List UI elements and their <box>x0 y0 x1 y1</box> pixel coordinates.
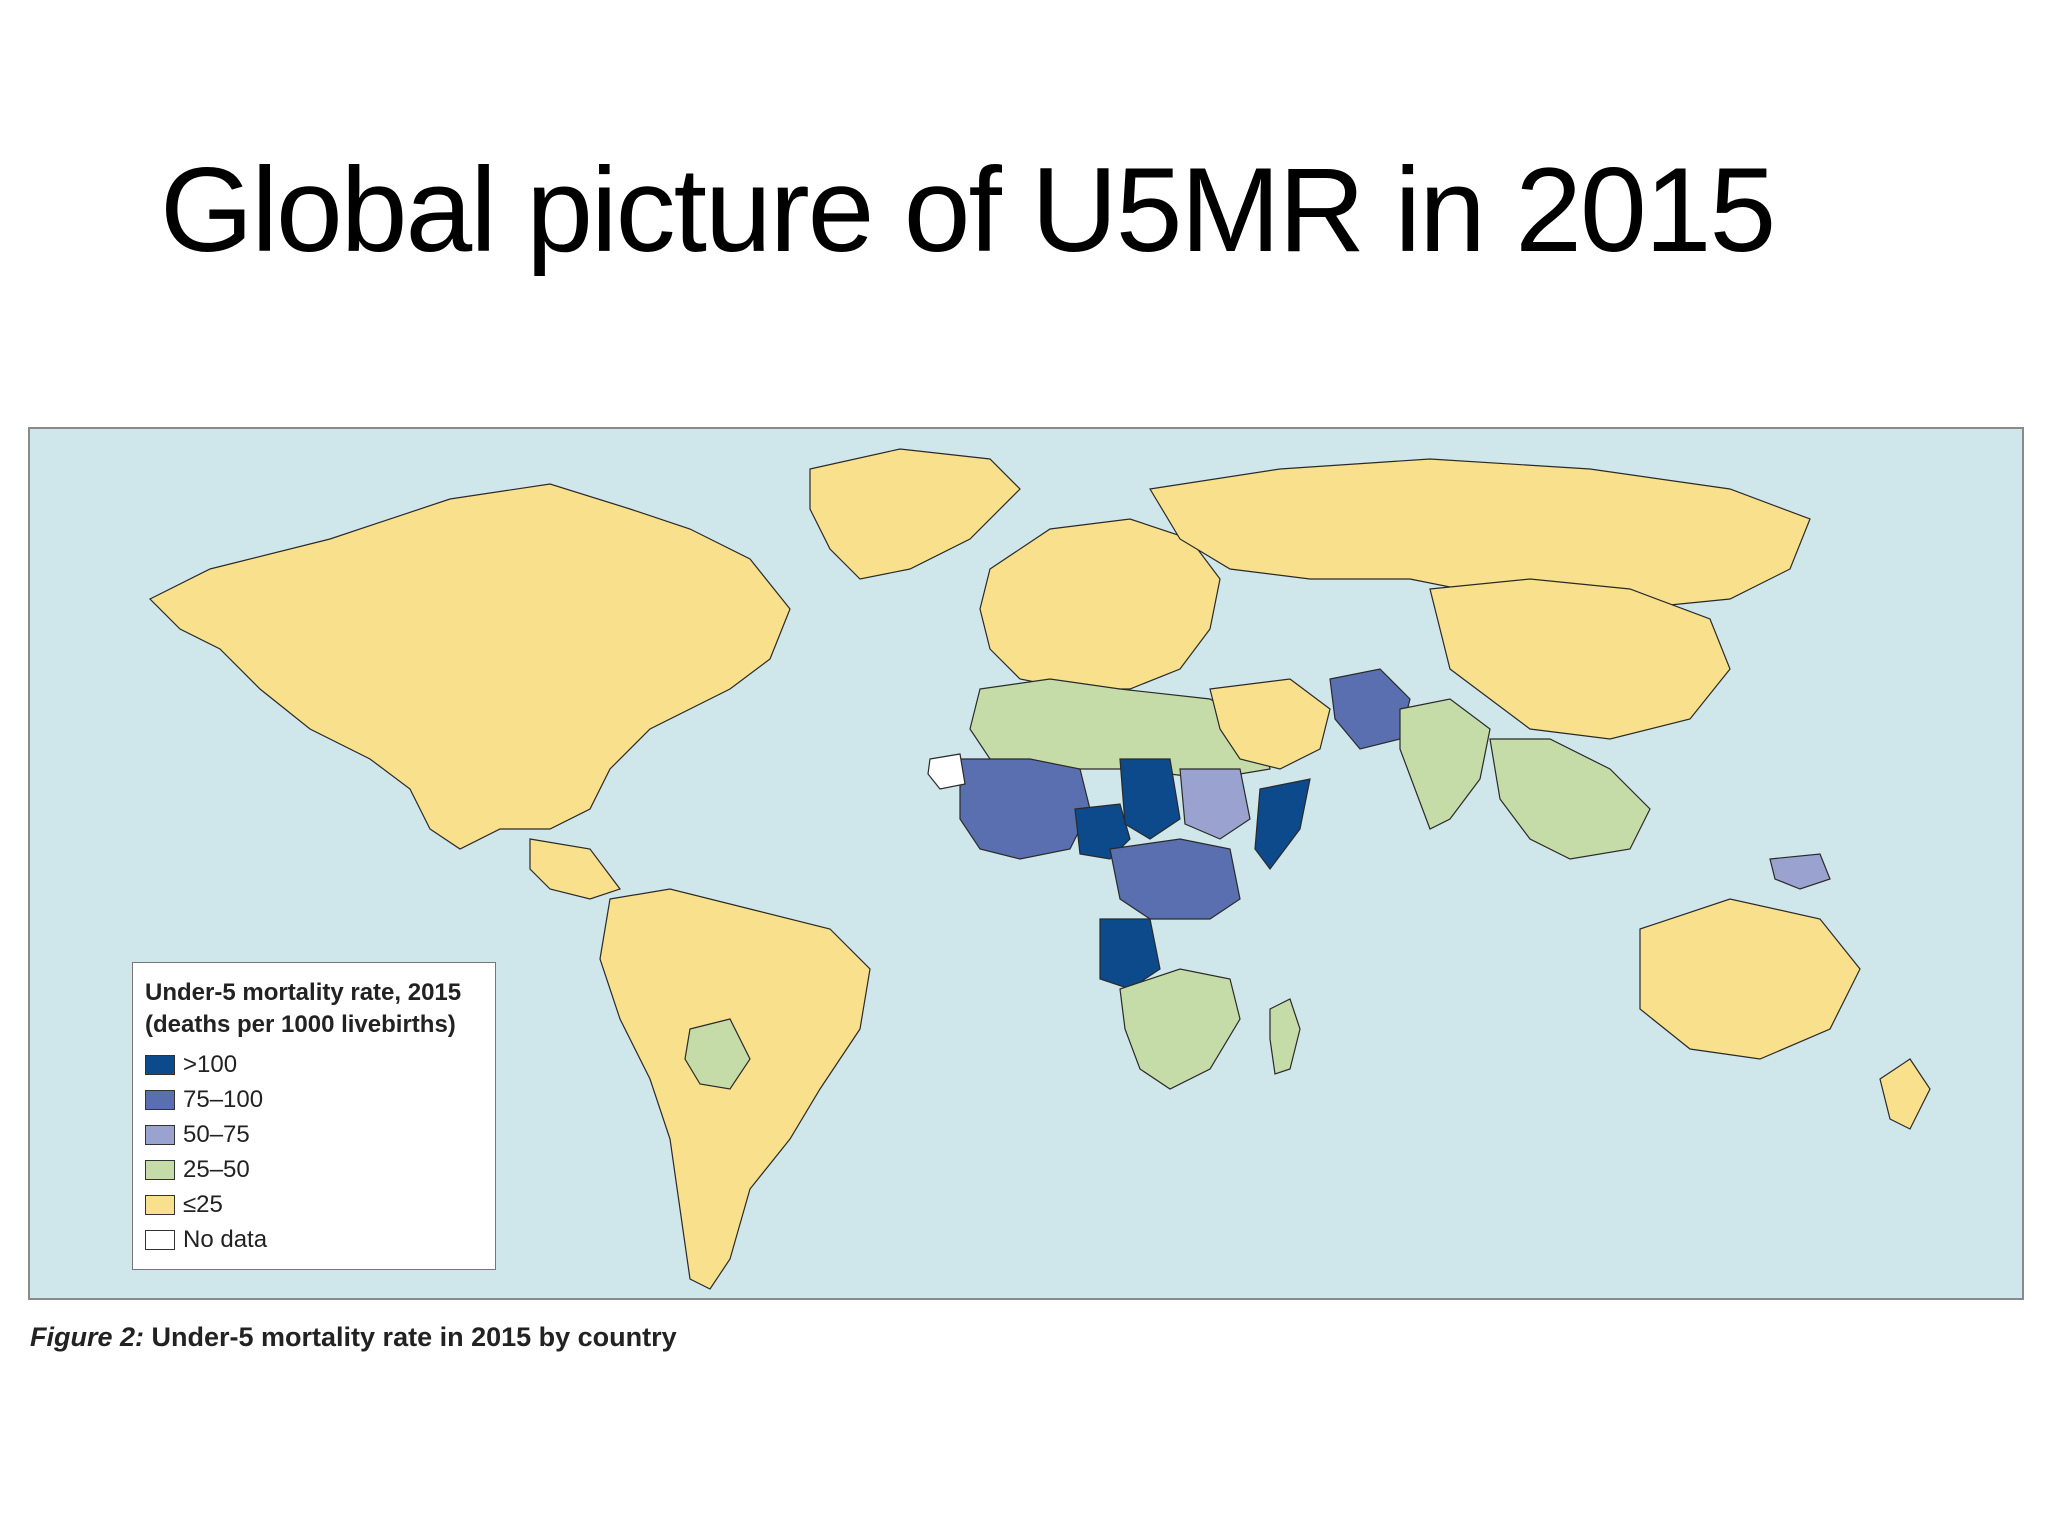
region-middle-east <box>1209 678 1331 770</box>
region-new-zealand <box>1879 1058 1931 1130</box>
legend-swatch <box>145 1089 175 1110</box>
region-australia <box>1639 898 1861 1060</box>
legend-swatch <box>145 1054 175 1075</box>
legend-label: ≤25 <box>183 1190 223 1218</box>
region-west-africa <box>959 758 1091 860</box>
legend-label: 75–100 <box>183 1085 264 1113</box>
region-north-america <box>148 483 791 900</box>
region-india <box>1399 698 1491 830</box>
region-chad <box>1119 758 1181 840</box>
legend-label: 25–50 <box>183 1155 250 1183</box>
region-bolivia <box>684 1018 751 1090</box>
caption-lead: Figure 2: <box>30 1322 145 1352</box>
legend-title-line1: Under-5 mortality rate, 2015 <box>145 979 462 1006</box>
legend-item-le25: ≤25 <box>145 1187 483 1222</box>
legend-item-c75_100: 75–100 <box>145 1082 483 1117</box>
legend-items: >100 75–100 50–75 25–50 ≤25 No data <box>145 1047 483 1257</box>
region-angola <box>1099 918 1161 990</box>
region-china <box>1429 578 1731 740</box>
region-somalia <box>1254 778 1311 870</box>
map-legend: Under-5 mortality rate, 2015 (deaths per… <box>132 962 496 1270</box>
legend-swatch <box>145 1159 175 1180</box>
region-madagascar <box>1269 998 1301 1075</box>
slide-title: Global picture of U5MR in 2015 <box>160 143 1776 277</box>
legend-swatch <box>145 1194 175 1215</box>
region-central-africa <box>1109 838 1241 920</box>
region-russia <box>1149 458 1811 610</box>
region-western-sahara <box>927 753 966 790</box>
legend-label: >100 <box>183 1050 238 1078</box>
legend-item-gt100: >100 <box>145 1047 483 1082</box>
legend-label: No data <box>183 1225 268 1253</box>
legend-item-nodata: No data <box>145 1222 483 1257</box>
map-regions <box>148 448 1931 1290</box>
legend-title-line2: (deaths per 1000 livebirths) <box>145 1011 456 1038</box>
legend-label: 50–75 <box>183 1120 250 1148</box>
legend-swatch <box>145 1124 175 1145</box>
region-sudan <box>1179 768 1251 840</box>
caption-text: Under-5 mortality rate in 2015 by countr… <box>144 1322 677 1352</box>
figure-caption: Figure 2: Under-5 mortality rate in 2015… <box>30 1322 677 1353</box>
region-south-america <box>599 888 871 1290</box>
region-southeast-asia <box>1489 738 1651 860</box>
region-greenland <box>809 448 1021 580</box>
legend-item-c25_50: 25–50 <box>145 1152 483 1187</box>
legend-item-c50_75: 50–75 <box>145 1117 483 1152</box>
region-papua-new-guinea <box>1769 853 1831 890</box>
region-southern-africa <box>1119 968 1241 1090</box>
legend-swatch <box>145 1229 175 1250</box>
region-europe <box>979 518 1221 690</box>
